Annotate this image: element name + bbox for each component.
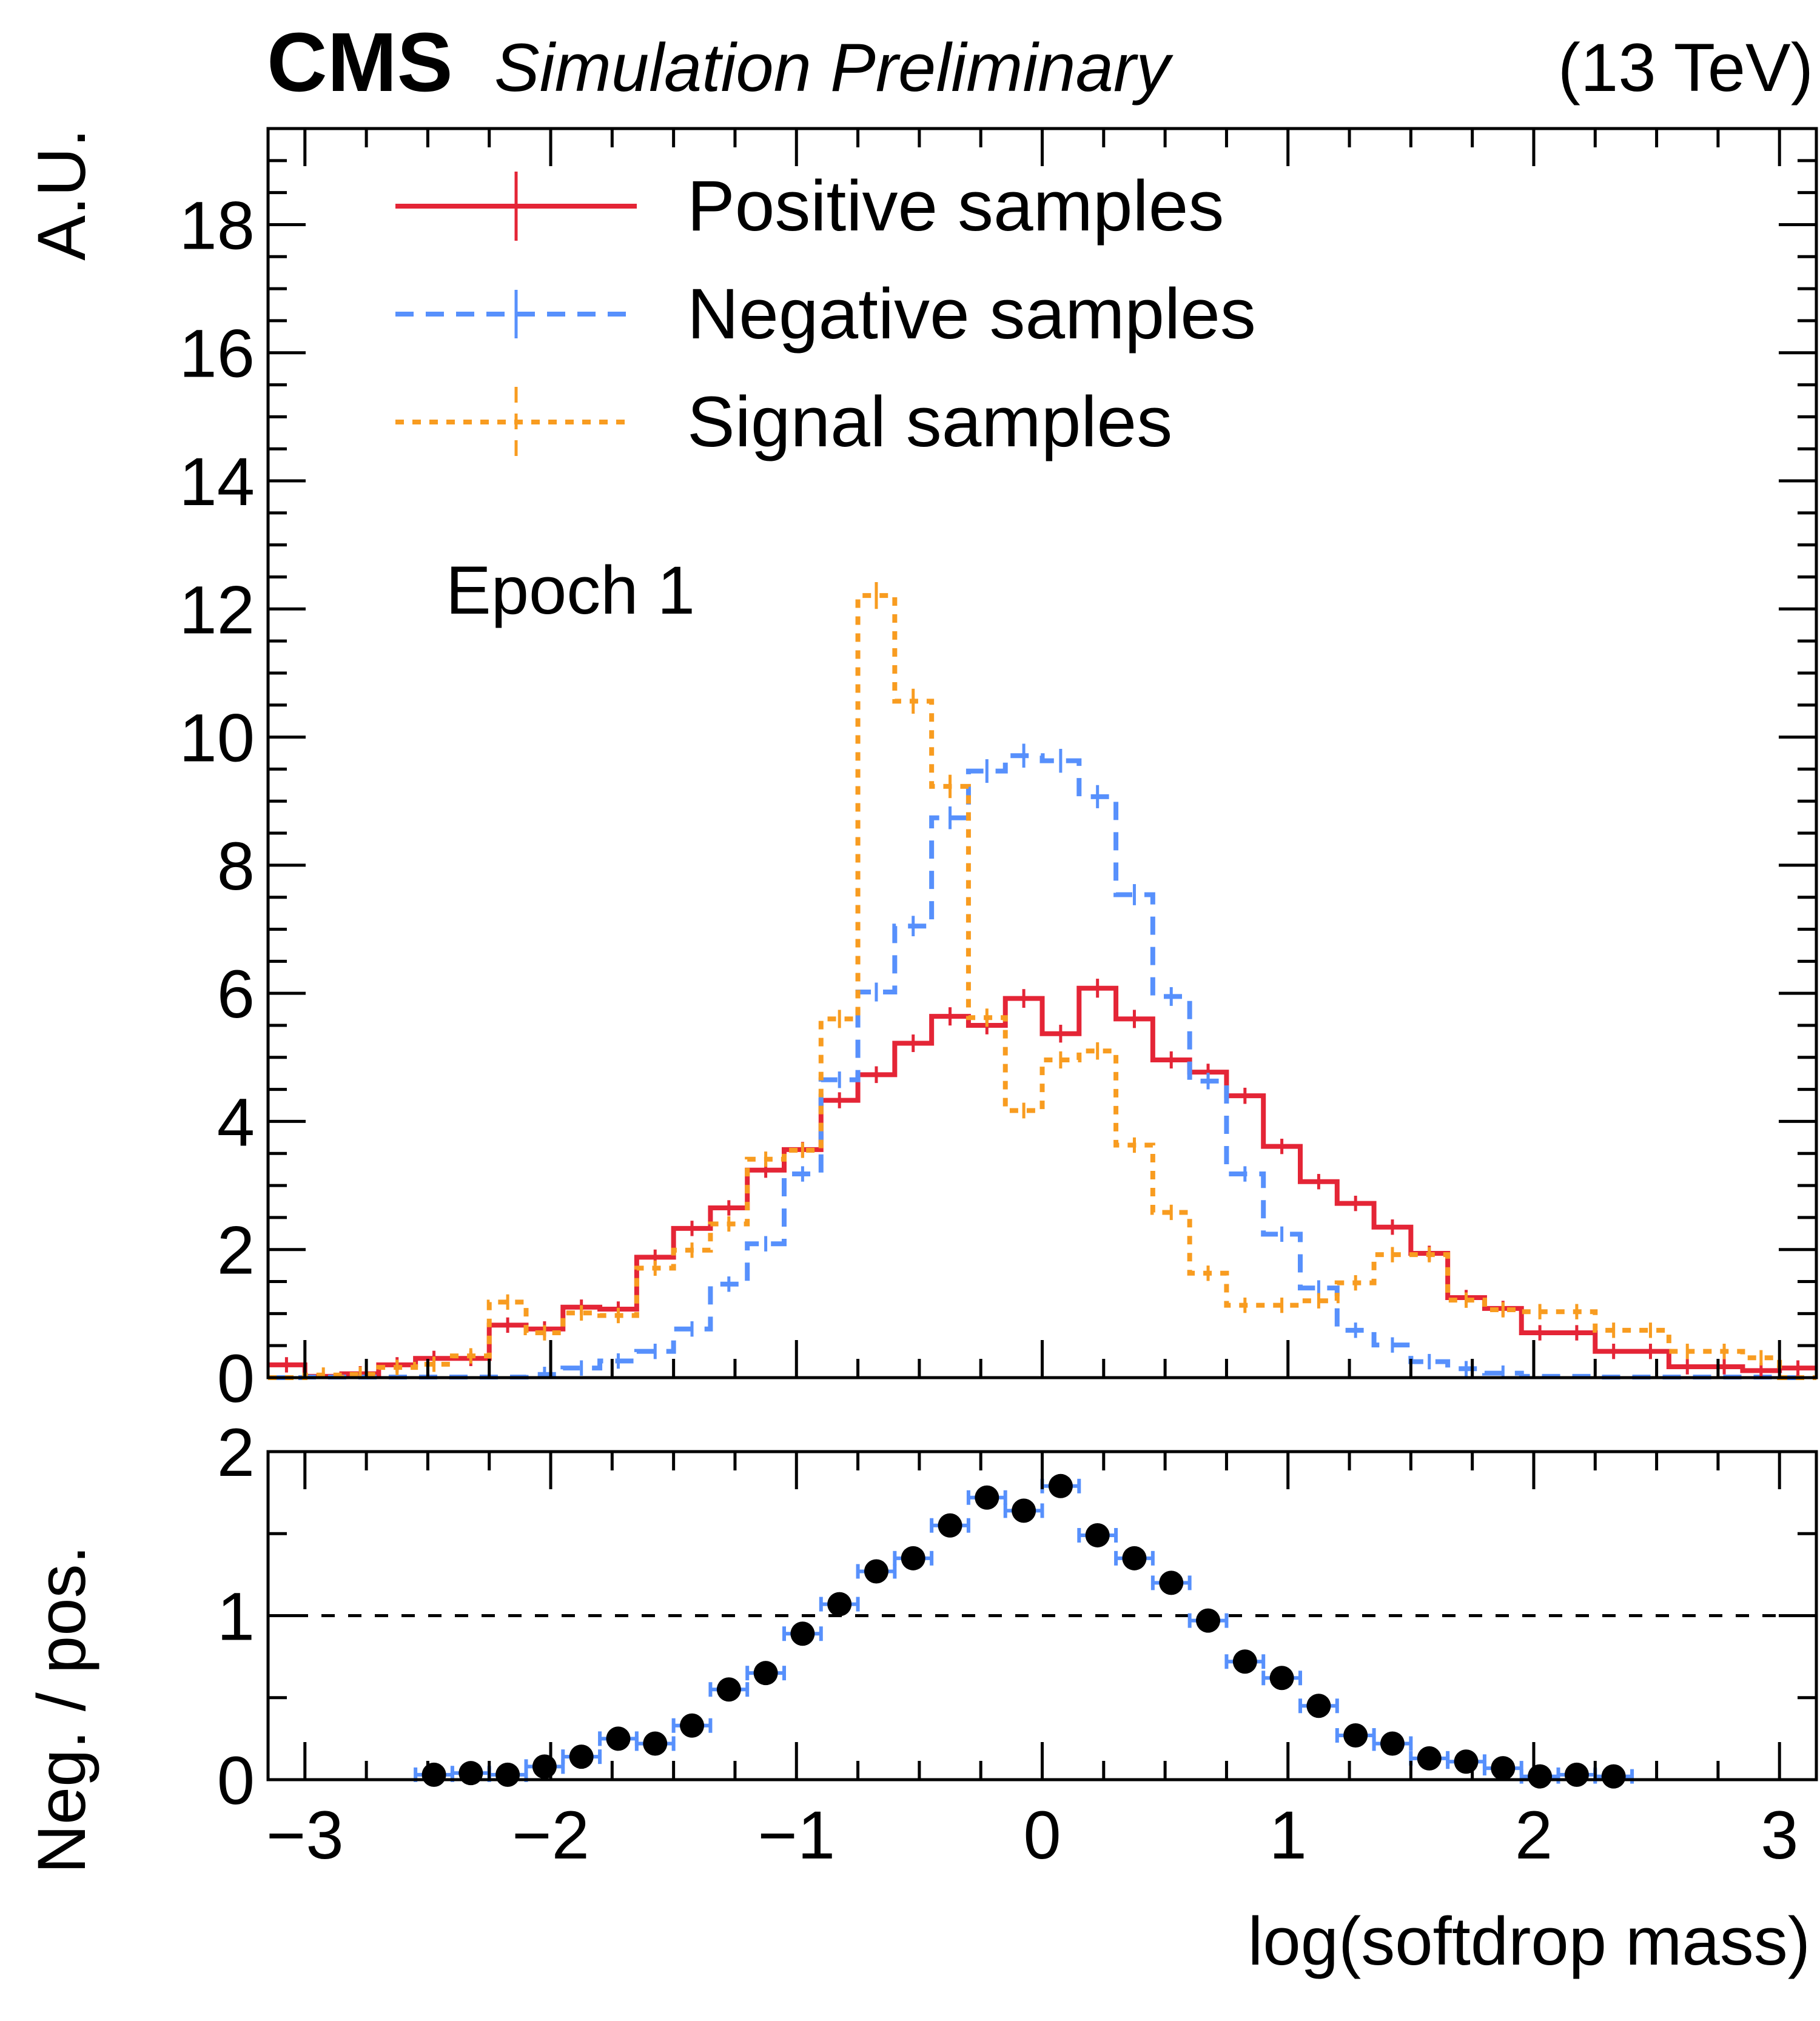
series-line-negative <box>268 753 1816 1380</box>
x-tick-label: 3 <box>1761 1797 1798 1873</box>
epoch-annotation: Epoch 1 <box>446 552 695 628</box>
energy-label: (13 TeV) <box>1558 30 1813 106</box>
ratio-point <box>643 1731 668 1756</box>
x-tick-label: 1 <box>1269 1797 1307 1873</box>
histogram-lines <box>268 593 1816 1380</box>
x-tick-labels: −3 −2 −1 0 1 2 3 <box>266 1797 1798 1873</box>
y-tick-label: 18 <box>179 187 255 263</box>
ratio-point <box>827 1592 852 1617</box>
y-tick-label: 14 <box>179 444 255 520</box>
ratio-point <box>1417 1746 1442 1771</box>
legend-entry-positive: Positive samples <box>395 166 1224 246</box>
legend-label-negative: Negative samples <box>687 274 1256 354</box>
ratio-point <box>1122 1546 1147 1570</box>
x-tick-label: −3 <box>266 1797 344 1873</box>
ratio-point <box>1306 1694 1331 1718</box>
ratio-point <box>1601 1764 1626 1789</box>
legend-label-signal: Signal samples <box>687 382 1172 462</box>
legend-entry-signal: Signal samples <box>395 382 1172 462</box>
ratio-panel: 0 1 2 −3 −2 −1 0 1 2 3 Neg. / pos. log(softdrop … <box>24 1415 1818 1979</box>
x-tick-label: 0 <box>1023 1797 1061 1873</box>
series-line-signal <box>268 593 1816 1380</box>
x-tick-label: 2 <box>1515 1797 1553 1873</box>
ratio-point <box>532 1754 557 1779</box>
ratio-point <box>1343 1723 1368 1748</box>
ratio-axis-ticks <box>268 1450 1816 1781</box>
series-line-positive <box>268 985 1816 1379</box>
y-tick-label: 0 <box>217 1743 255 1818</box>
legend: Positive samples Negative samples Signal… <box>395 166 1256 462</box>
ratio-point <box>1269 1666 1294 1691</box>
y-tick-label: 2 <box>217 1213 255 1289</box>
y-tick-label: 6 <box>217 956 255 1032</box>
main-y-axis-label: A.U. <box>24 129 99 261</box>
main-panel: 0 2 4 6 8 10 12 14 16 18 A.U. Positive samples Ne… <box>24 127 1818 1416</box>
cms-label: CMS <box>267 16 453 109</box>
ratio-point <box>753 1661 778 1686</box>
main-axis-ticks <box>268 127 1816 1379</box>
ratio-point <box>1380 1731 1405 1756</box>
ratio-point <box>1085 1523 1110 1547</box>
ratio-point <box>1012 1498 1036 1523</box>
x-axis-label: log(softdrop mass) <box>1248 1903 1810 1979</box>
x-tick-label: −1 <box>757 1797 835 1873</box>
ratio-point <box>680 1713 705 1738</box>
ratio-point <box>1454 1749 1479 1774</box>
ratio-point <box>1232 1649 1257 1674</box>
ratio-point <box>458 1761 483 1786</box>
ratio-point <box>1564 1762 1589 1787</box>
y-tick-label: 8 <box>217 828 255 904</box>
ratio-point <box>938 1513 962 1538</box>
histogram-error-bars <box>284 581 1800 1378</box>
y-tick-label: 4 <box>217 1084 255 1160</box>
ratio-points <box>414 1473 1634 1789</box>
y-tick-label: 12 <box>179 572 255 648</box>
y-tick-label: 16 <box>179 316 255 392</box>
ratio-point <box>1048 1473 1073 1498</box>
ratio-point <box>1528 1764 1553 1789</box>
y-tick-label: 0 <box>217 1341 255 1416</box>
ratio-point <box>790 1621 815 1646</box>
ratio-point <box>975 1485 999 1510</box>
ratio-point <box>495 1762 520 1787</box>
simulation-preliminary-label: Simulation Preliminary <box>494 30 1174 106</box>
ratio-point <box>569 1744 594 1769</box>
ratio-point <box>1491 1756 1516 1781</box>
ratio-point <box>864 1559 888 1584</box>
ratio-y-axis-label: Neg. / pos. <box>24 1545 99 1874</box>
ratio-point <box>716 1677 741 1702</box>
ratio-point <box>421 1762 446 1787</box>
main-y-tick-labels: 0 2 4 6 8 10 12 14 16 18 <box>179 187 255 1416</box>
ratio-point <box>1196 1608 1221 1633</box>
ratio-point <box>1159 1570 1184 1595</box>
ratio-point <box>606 1726 631 1751</box>
legend-label-positive: Positive samples <box>687 166 1224 246</box>
legend-entry-negative: Negative samples <box>395 274 1256 354</box>
ratio-point <box>901 1546 925 1570</box>
ratio-y-tick-labels: 0 1 2 <box>217 1415 255 1818</box>
y-tick-label: 1 <box>217 1579 255 1655</box>
x-tick-label: −2 <box>512 1797 589 1873</box>
y-tick-label: 10 <box>179 700 255 776</box>
y-tick-label: 2 <box>217 1415 255 1490</box>
